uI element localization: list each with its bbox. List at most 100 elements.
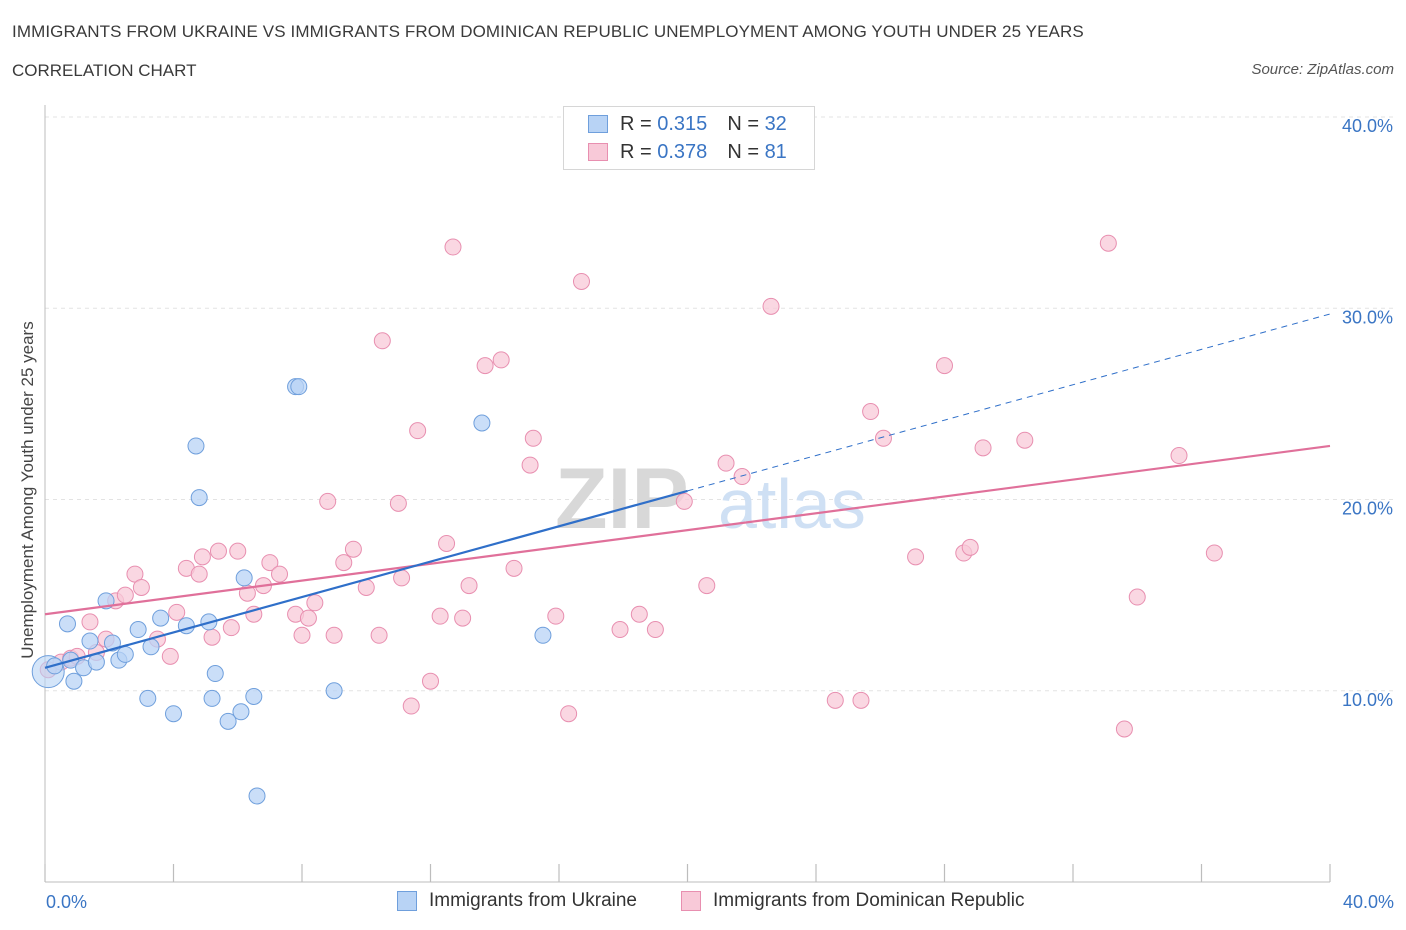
dominican-point [560,705,578,723]
dominican-point [1115,720,1133,738]
legend-r-value-ukraine: 0.315 [657,112,708,135]
bottom-legend-swatch-ukraine [397,891,417,911]
legend-swatch-dominican [588,143,608,161]
dominican-point [826,691,844,709]
dominican-point [393,569,411,587]
ukraine-point [203,689,221,707]
ukraine-point [129,621,147,639]
ukraine-point [65,672,83,690]
ukraine-point [190,489,208,507]
dominican-point [1205,544,1223,562]
ukraine-point [290,378,308,396]
legend-r-value-dominican: 0.378 [657,140,708,163]
dominican-point [733,468,751,486]
ukraine-points [31,378,552,805]
dominican-point [402,697,420,715]
ukraine-trend-line-extension [687,313,1331,492]
correlation-legend: R = 0.315 N = 32 R = 0.378 N = 81 [563,106,815,170]
ukraine-point [219,712,237,730]
dominican-point [547,607,565,625]
legend-n-label: N = [727,140,759,163]
dominican-point [1099,234,1117,252]
dominican-point [306,594,324,612]
watermark-zip: ZIP [555,451,689,547]
dominican-point [572,272,590,290]
ukraine-point [232,703,250,721]
dominican-point [81,613,99,631]
dominican-point [116,586,134,604]
y-tick-label: 20.0% [1342,499,1393,519]
trend-lines [44,313,1331,669]
dominican-point [630,605,648,623]
dominican-point [271,565,289,583]
legend-n-value-dominican: 81 [764,140,787,163]
legend-swatch-ukraine [588,115,608,133]
dominican-point [907,548,925,566]
dominican-point [476,357,494,375]
dominican-point [209,542,227,560]
ukraine-point [87,653,105,671]
dominican-point [344,540,362,558]
dominican-point [168,603,186,621]
ukraine-point [81,632,99,650]
legend-r-label: R = [620,140,652,163]
ukraine-point [534,626,552,644]
ukraine-point [325,682,343,700]
dominican-point [698,577,716,595]
legend-row-dominican: R = 0.378 N = 81 [588,141,787,163]
dominican-point [203,628,221,646]
dominican-point [717,454,735,472]
dominican-point [190,565,208,583]
dominican-point [431,607,449,625]
dominican-point [319,492,337,510]
ukraine-point [152,609,170,627]
bottom-legend-dominican: Immigrants from Dominican Republic [681,890,1025,912]
dominican-point [193,548,211,566]
y-axis-label: Unemployment Among Youth under 25 years [18,321,37,659]
dominican-point [370,626,388,644]
ukraine-point [235,569,253,587]
dominican-point [505,559,523,577]
dominican-point [389,494,407,512]
ukraine-point [103,634,121,652]
ukraine-point [187,437,205,455]
grid-lines [45,116,1395,692]
dominican-point [161,647,179,665]
dominican-point [422,672,439,690]
bottom-legend-label-dominican: Immigrants from Dominican Republic [713,890,1025,911]
dominican-point [762,297,780,315]
y-tick-label: 10.0% [1342,690,1393,710]
y-tick-labels: 10.0% 20.0% 30.0% 40.0% [1342,116,1393,710]
dominican-point [961,538,979,556]
dominican-points [39,234,1223,738]
dominican-point [524,429,542,447]
axes [44,105,1331,883]
y-tick-label: 30.0% [1342,307,1393,327]
dominican-point [261,554,279,572]
ukraine-trend-line [44,489,688,669]
ukraine-point [245,687,263,705]
legend-r-label: R = [620,112,652,135]
legend-row-ukraine: R = 0.315 N = 32 [588,113,787,135]
dominican-point [874,429,892,447]
dominican-point [646,621,664,639]
dominican-point [1170,447,1188,465]
dominican-point [852,691,870,709]
ukraine-point [116,645,134,663]
x-tick-label-min: 0.0% [46,892,88,912]
ukraine-point [248,787,266,805]
dominican-point [611,621,629,639]
source-credit: Source: ZipAtlas.com [1251,61,1394,78]
legend-n-value-ukraine: 32 [764,112,787,135]
dominican-point [454,609,472,627]
dominican-point [1016,431,1034,449]
x-tick-label-max: 40.0% [1342,892,1394,912]
dominican-point [675,492,693,510]
dominican-point [521,456,539,474]
ukraine-point [139,689,157,707]
dominican-point [1128,588,1146,606]
ukraine-point [206,665,224,683]
dominican-point [325,626,343,644]
dominican-point [229,542,247,560]
